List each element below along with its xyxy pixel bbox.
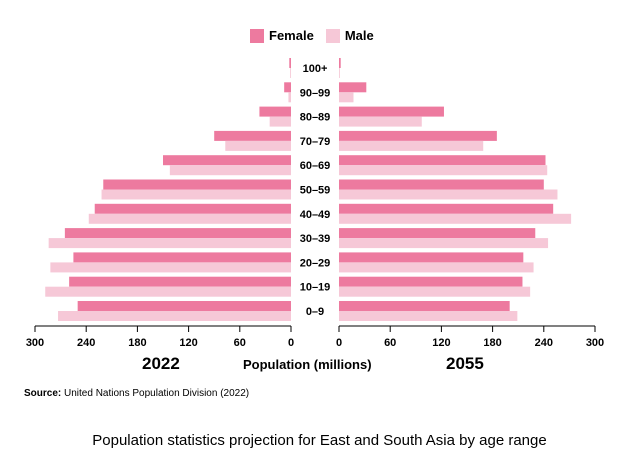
bar-2055-male-6 xyxy=(339,165,548,176)
source-text: United Nations Population Division (2022… xyxy=(61,388,250,399)
bar-2055-male-9 xyxy=(339,92,354,103)
bar-2055-female-6 xyxy=(339,155,546,166)
x-tick-label-2055-300: 300 xyxy=(586,337,604,349)
bar-2055-female-9 xyxy=(339,82,367,93)
bar-2055-female-10 xyxy=(339,58,341,68)
bar-2022-female-4 xyxy=(94,203,291,214)
left-panel-year-label: 2022 xyxy=(142,354,180,373)
bar-2022-female-10 xyxy=(289,58,291,68)
bar-2022-male-4 xyxy=(88,213,291,224)
bar-2055-male-4 xyxy=(339,213,572,224)
category-label-0: 0–9 xyxy=(306,306,324,318)
bar-2022-male-6 xyxy=(169,165,291,176)
bar-2055-female-7 xyxy=(339,130,497,141)
bar-2055-female-3 xyxy=(339,228,536,239)
legend-item-female: Female xyxy=(250,28,314,43)
legend-label-female: Female xyxy=(269,28,314,43)
chart-caption: Population statistics projection for Eas… xyxy=(92,432,547,449)
x-tick-label-2055-0: 0 xyxy=(336,337,342,349)
source-note: Source: United Nations Population Divisi… xyxy=(24,388,249,399)
bar-2055-female-5 xyxy=(339,179,544,190)
x-tick-label-2055-120: 120 xyxy=(432,337,450,349)
x-tick-label-2022-60: 60 xyxy=(234,337,246,349)
bar-2055-male-8 xyxy=(339,116,422,127)
bar-2055-female-0 xyxy=(339,301,510,311)
legend-swatch-male xyxy=(325,28,340,43)
legend: Female Male xyxy=(250,28,386,43)
bar-2055-female-2 xyxy=(339,252,524,263)
bar-2022-female-1 xyxy=(69,276,291,287)
bar-2055-female-8 xyxy=(339,106,444,117)
category-label-5: 50–59 xyxy=(300,185,331,197)
category-label-6: 60–69 xyxy=(300,160,331,172)
x-tick-label-2022-0: 0 xyxy=(288,337,294,349)
legend-item-male: Male xyxy=(325,28,374,43)
x-axis-label: Population (millions) xyxy=(243,357,372,372)
bar-2022-male-5 xyxy=(101,189,291,200)
bar-2055-male-5 xyxy=(339,189,558,200)
category-label-9: 90–99 xyxy=(300,87,331,99)
bar-2055-male-10 xyxy=(339,68,340,78)
category-label-4: 40–49 xyxy=(300,209,331,221)
bar-2022-male-1 xyxy=(45,286,291,297)
x-tick-label-2022-240: 240 xyxy=(77,337,95,349)
bar-2022-male-10 xyxy=(290,68,291,78)
bar-2022-male-7 xyxy=(225,140,291,151)
bar-2022-female-7 xyxy=(214,130,291,141)
bar-2022-female-0 xyxy=(77,301,292,311)
bar-2022-male-3 xyxy=(48,238,291,249)
legend-label-male: Male xyxy=(344,28,374,43)
bar-2055-female-4 xyxy=(339,203,554,214)
right-panel-year-label: 2055 xyxy=(446,354,484,373)
bar-2055-male-2 xyxy=(339,262,534,273)
category-label-2: 20–29 xyxy=(300,257,331,269)
category-label-10: 100+ xyxy=(303,63,328,75)
x-tick-label-2055-240: 240 xyxy=(535,337,553,349)
bar-2022-female-9 xyxy=(284,82,291,93)
bar-2022-female-3 xyxy=(64,228,291,239)
category-label-1: 10–19 xyxy=(300,282,331,294)
bar-2022-female-2 xyxy=(73,252,292,263)
legend-swatch-female xyxy=(250,28,264,43)
bar-2055-male-1 xyxy=(339,286,531,297)
bar-2022-male-8 xyxy=(269,116,291,127)
x-tick-label-2055-60: 60 xyxy=(384,337,396,349)
bar-2055-male-0 xyxy=(339,311,518,321)
x-tick-label-2022-180: 180 xyxy=(128,337,146,349)
x-tick-label-2022-300: 300 xyxy=(26,337,44,349)
bar-2022-female-6 xyxy=(163,155,291,166)
bar-2022-male-9 xyxy=(288,92,291,103)
category-label-7: 70–79 xyxy=(300,136,331,148)
bar-2022-male-2 xyxy=(50,262,291,273)
bar-2022-female-8 xyxy=(259,106,291,117)
bar-2055-female-1 xyxy=(339,276,523,287)
bar-2055-male-7 xyxy=(339,140,484,151)
bar-2022-male-0 xyxy=(58,311,291,321)
x-tick-label-2022-120: 120 xyxy=(179,337,197,349)
bar-2055-male-3 xyxy=(339,238,549,249)
bar-2022-female-5 xyxy=(103,179,292,190)
category-label-8: 80–89 xyxy=(300,112,331,124)
x-tick-label-2055-180: 180 xyxy=(483,337,501,349)
source-prefix: Source: xyxy=(24,388,62,399)
category-label-3: 30–39 xyxy=(300,233,331,245)
